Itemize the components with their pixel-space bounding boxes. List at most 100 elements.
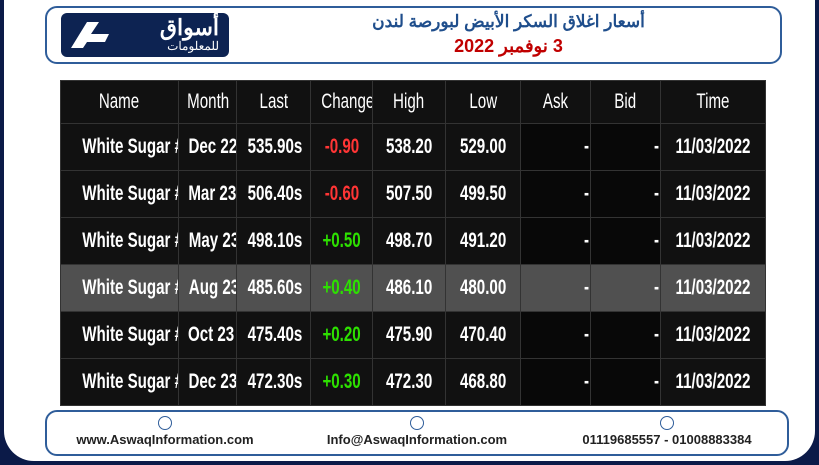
cell-text: 468.80 bbox=[459, 370, 507, 393]
column-header: Name bbox=[60, 80, 179, 124]
cell-text: 470.40 bbox=[459, 323, 507, 346]
table-cell: - bbox=[520, 311, 591, 359]
table-body: White Sugar #5 Dec 22 535.90s -0.90 538.20 52… bbox=[60, 123, 766, 406]
table-cell: - bbox=[520, 170, 591, 218]
column-header-text: Low bbox=[469, 90, 497, 113]
cell-text: May 23 bbox=[188, 229, 237, 252]
cell-text: +0.50 bbox=[322, 229, 361, 252]
table-cell: -0.60 bbox=[310, 170, 373, 218]
table-cell: 11/03/2022 bbox=[660, 123, 766, 171]
cell-text: 475.90 bbox=[385, 323, 433, 346]
title: أسعار اغلاق السكر الأبيض لبورصة لندن bbox=[372, 12, 645, 31]
table-cell: Dec 22 bbox=[178, 123, 237, 171]
cell-text: - bbox=[583, 135, 590, 158]
cell-text: +0.20 bbox=[322, 323, 361, 346]
table-cell: Aug 23 bbox=[178, 264, 237, 312]
table-cell: May 23 bbox=[178, 217, 237, 265]
table-row: White Sugar #5 Mar 23 506.40s -0.60 507.50 49… bbox=[60, 170, 766, 218]
table-cell: 475.40s bbox=[236, 311, 311, 359]
cell-text: 499.50 bbox=[459, 182, 507, 205]
cell-text: Aug 23 bbox=[188, 276, 237, 299]
cell-text: - bbox=[583, 370, 590, 393]
column-header-text: Name bbox=[99, 90, 140, 113]
table-cell: 506.40s bbox=[236, 170, 311, 218]
cell-text: White Sugar #5 bbox=[82, 182, 177, 205]
column-header-text: Last bbox=[259, 90, 288, 113]
table-cell: White Sugar #5 bbox=[60, 358, 179, 406]
cell-text: White Sugar #5 bbox=[82, 276, 177, 299]
cell-text: - bbox=[653, 323, 660, 346]
cell-text: 472.30 bbox=[385, 370, 433, 393]
table-cell: 491.20 bbox=[445, 217, 521, 265]
column-header-text: High bbox=[393, 90, 425, 113]
cell-text: White Sugar #5 bbox=[82, 135, 177, 158]
cell-text: - bbox=[653, 135, 660, 158]
cell-text: 535.90s bbox=[247, 135, 303, 158]
cell-text: - bbox=[653, 276, 660, 299]
table-cell: 498.10s bbox=[236, 217, 311, 265]
logo-mark bbox=[71, 22, 109, 48]
cell-text: 11/03/2022 bbox=[675, 135, 751, 158]
table-cell: Oct 23 bbox=[178, 311, 237, 359]
table-cell: 485.60s bbox=[236, 264, 311, 312]
table-cell: 507.50 bbox=[372, 170, 446, 218]
price-table: Name Month Last Change High Low Ask Bid Time Whi… bbox=[60, 80, 766, 406]
cell-text: +0.40 bbox=[322, 276, 361, 299]
table-cell: +0.30 bbox=[310, 358, 373, 406]
cell-text: White Sugar #5 bbox=[82, 370, 177, 393]
cell-text: +0.30 bbox=[322, 370, 361, 393]
email: Info@AswaqInformation.com bbox=[302, 416, 532, 447]
table-cell: 11/03/2022 bbox=[660, 311, 766, 359]
date: 3 نوفمبر 2022 bbox=[454, 36, 563, 56]
cell-text: 472.30s bbox=[247, 370, 303, 393]
cell-text: 491.20 bbox=[459, 229, 507, 252]
table-cell: 480.00 bbox=[445, 264, 521, 312]
table-cell: Mar 23 bbox=[178, 170, 237, 218]
table-row: White Sugar #5 Aug 23 485.60s +0.40 486.10 48… bbox=[60, 264, 766, 312]
cell-text: -0.90 bbox=[324, 135, 359, 158]
column-header-text: Change bbox=[321, 90, 373, 113]
email-text: Info@AswaqInformation.com bbox=[326, 432, 508, 447]
table-cell: White Sugar #5 bbox=[60, 123, 179, 171]
cell-text: Mar 23 bbox=[188, 182, 237, 205]
table-cell: -0.90 bbox=[310, 123, 373, 171]
table-cell: White Sugar #5 bbox=[60, 264, 179, 312]
cell-text: Dec 22 bbox=[188, 135, 237, 158]
table-cell: 11/03/2022 bbox=[660, 170, 766, 218]
table-cell: - bbox=[520, 358, 591, 406]
header: أسواق للمعلومات أسعار اغلاق السكر الأبيض… bbox=[45, 6, 782, 64]
cell-text: - bbox=[653, 182, 660, 205]
table-cell: +0.20 bbox=[310, 311, 373, 359]
cell-text: 538.20 bbox=[385, 135, 433, 158]
column-header-text: Ask bbox=[542, 90, 569, 113]
table-row: White Sugar #5 May 23 498.10s +0.50 498.70 49… bbox=[60, 217, 766, 265]
cell-text: 486.10 bbox=[385, 276, 433, 299]
table-cell: White Sugar #5 bbox=[60, 170, 179, 218]
table-cell: White Sugar #5 bbox=[60, 311, 179, 359]
table-cell: +0.50 bbox=[310, 217, 373, 265]
table-cell: - bbox=[590, 311, 661, 359]
table-cell: 535.90s bbox=[236, 123, 311, 171]
cell-text: 475.40s bbox=[247, 323, 303, 346]
table-cell: 468.80 bbox=[445, 358, 521, 406]
table-cell: 470.40 bbox=[445, 311, 521, 359]
cell-text: 480.00 bbox=[459, 276, 507, 299]
table-cell: Dec 23 bbox=[178, 358, 237, 406]
phone: 01119685557 - 01008883384 bbox=[552, 416, 782, 447]
table-cell: 11/03/2022 bbox=[660, 217, 766, 265]
cell-text: 11/03/2022 bbox=[675, 229, 751, 252]
table-cell: - bbox=[520, 264, 591, 312]
logo-tagline: للمعلومات bbox=[167, 39, 219, 53]
table-cell: White Sugar #5 bbox=[60, 217, 179, 265]
table-cell: +0.40 bbox=[310, 264, 373, 312]
column-header: Ask bbox=[520, 80, 591, 124]
column-header: Month bbox=[178, 80, 237, 124]
column-header: Last bbox=[236, 80, 311, 124]
column-header: Change bbox=[310, 80, 373, 124]
cell-text: Oct 23 bbox=[187, 323, 235, 346]
table-cell: - bbox=[590, 264, 661, 312]
cell-text: - bbox=[653, 370, 660, 393]
table-cell: - bbox=[590, 123, 661, 171]
footer: www.AswaqInformation.com Info@AswaqInfor… bbox=[45, 410, 789, 456]
